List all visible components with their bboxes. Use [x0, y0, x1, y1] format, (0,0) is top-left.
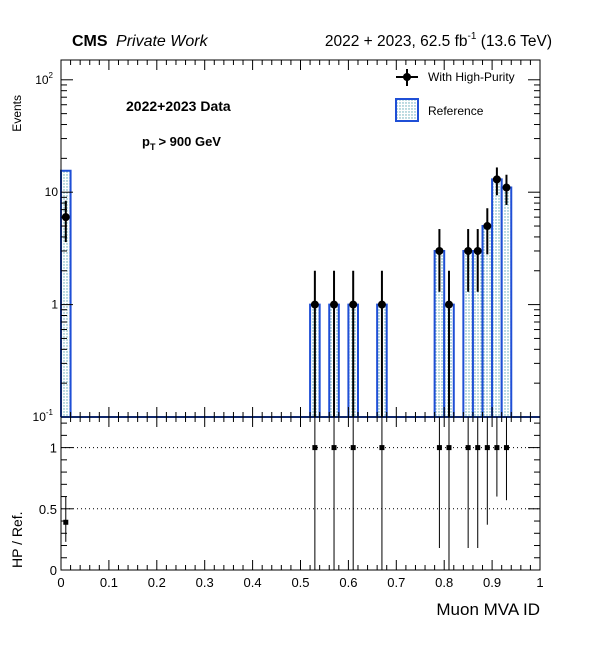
x-tick-label: 0.6	[339, 575, 357, 590]
lumi-label: 2022 + 2023, 62.5 fb-1 (13.6 TeV)	[325, 31, 552, 50]
hp-point	[464, 246, 473, 255]
reference-bin-fill	[434, 250, 445, 417]
top-ticks	[60, 60, 541, 418]
ratio-y-tick-label: 1	[50, 441, 57, 456]
ratio-y-tick-label: 0	[50, 563, 57, 578]
ratio-y-tick-label: 0.5	[39, 502, 57, 517]
x-tick-label: 0.8	[435, 575, 453, 590]
ratio-panel: 0 0.5 1 0 0.1 0.2 0.3 0.4 0.5 0.6 0.7 0.8 0.9 1	[39, 416, 544, 590]
legend-marker-hp	[396, 69, 418, 86]
ratio-point	[446, 445, 452, 451]
reference-bin-fill	[482, 226, 493, 417]
ratio-point	[63, 519, 69, 525]
ratio-point	[494, 445, 500, 451]
y-axis-title-ratio: HP / Ref.	[9, 511, 25, 568]
y-axis-title-top: Events	[10, 95, 24, 132]
x-tick-label: 1	[536, 575, 543, 590]
x-tick-label: 0.3	[196, 575, 214, 590]
hp-point	[502, 183, 511, 192]
cms-label: CMS Private Work	[72, 33, 209, 50]
hp-point	[483, 222, 492, 231]
hp-point	[492, 175, 501, 184]
ratio-point	[465, 445, 471, 451]
ratio-point	[484, 445, 490, 451]
ratio-ticks	[60, 417, 541, 571]
legend-swatch-reference	[395, 98, 419, 122]
reference-bin-fill	[472, 250, 483, 417]
hp-data-points	[61, 167, 511, 417]
ratio-points	[63, 417, 509, 570]
x-tick-label: 0	[57, 575, 64, 590]
hp-point	[473, 246, 482, 255]
ratio-point	[475, 445, 481, 451]
hp-point	[377, 300, 386, 309]
data-label: 2022+2023 Data	[126, 98, 231, 114]
top-y-tick-label: 10-1	[33, 408, 54, 424]
ratio-point	[350, 445, 356, 451]
top-y-tick-label: 1	[51, 298, 58, 312]
ratio-point	[379, 445, 385, 451]
x-tick-label: 0.1	[100, 575, 118, 590]
hp-point	[330, 300, 339, 309]
legend-label-hp: With High-Purity	[428, 70, 515, 84]
hp-point	[310, 300, 319, 309]
ratio-point	[312, 445, 318, 451]
top-panel: 10-1 1 10 102	[33, 59, 541, 424]
ratio-point	[503, 445, 509, 451]
legend-label-reference: Reference	[428, 104, 484, 118]
x-tick-label: 0.9	[483, 575, 501, 590]
reference-histogram	[60, 169, 540, 418]
x-tick-label: 0.2	[148, 575, 166, 590]
reference-bin-fill	[463, 250, 473, 417]
reference-bin-fill	[501, 187, 512, 417]
ratio-point	[436, 445, 442, 451]
legend: With High-Purity Reference	[395, 69, 515, 122]
ratio-point	[331, 445, 337, 451]
pt-cut-label: pT > 900 GeV	[142, 134, 221, 152]
top-y-tick-label: 10	[45, 185, 59, 199]
x-tick-label: 0.4	[244, 575, 262, 590]
x-tick-label: 0.7	[387, 575, 405, 590]
hp-point	[444, 300, 453, 309]
reference-bin-fill	[61, 170, 71, 417]
x-tick-label: 0.5	[291, 575, 309, 590]
reference-bin-fill	[492, 179, 502, 417]
hp-point	[349, 300, 358, 309]
top-y-tick-label: 102	[35, 71, 53, 87]
hp-point	[435, 246, 444, 255]
x-axis-title: Muon MVA ID	[436, 600, 540, 619]
